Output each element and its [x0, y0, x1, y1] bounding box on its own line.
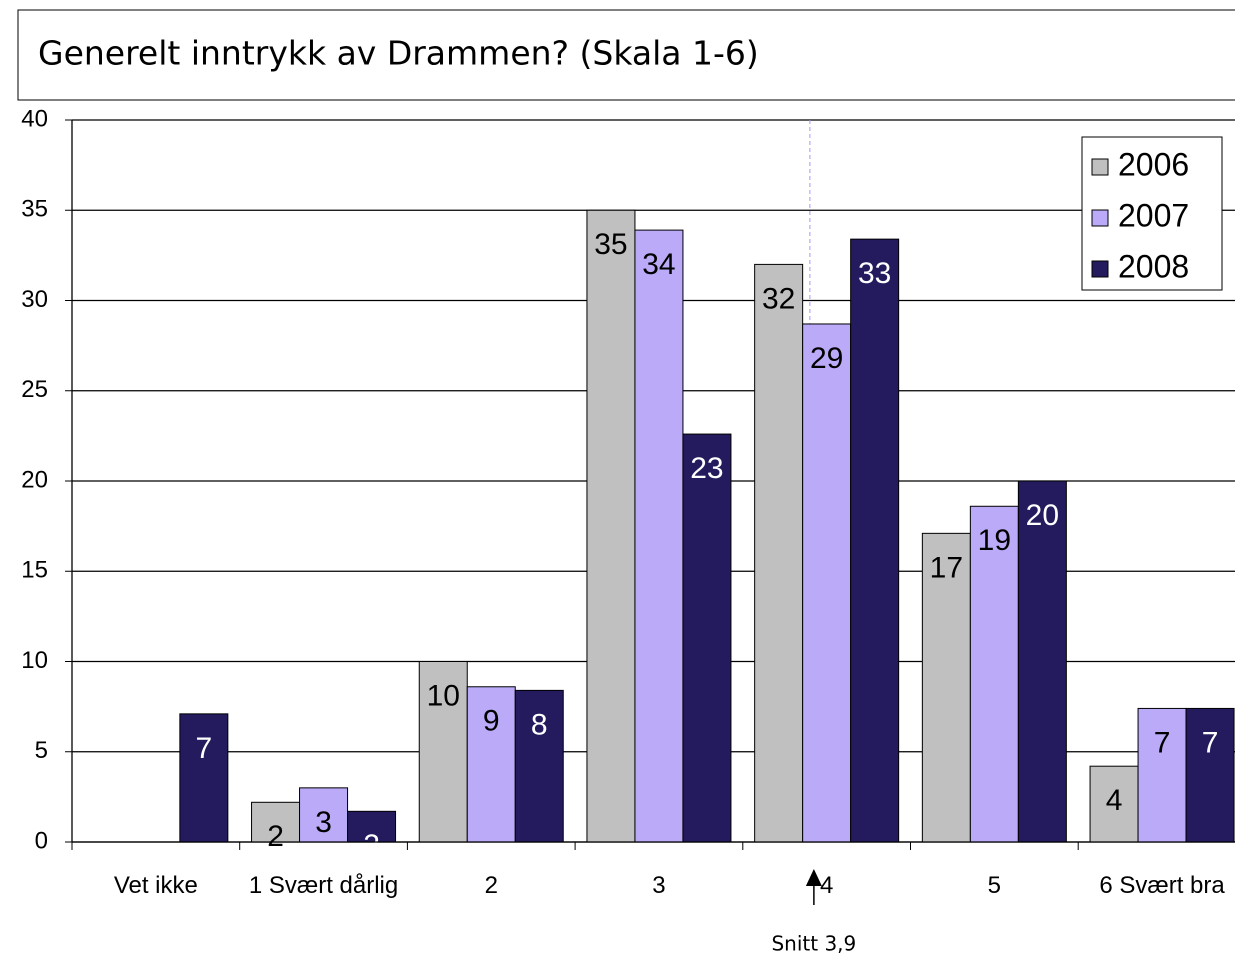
title-box — [17, 9, 1235, 101]
bar — [634, 229, 684, 843]
bar — [586, 209, 636, 843]
value-label: 4 — [1106, 784, 1123, 817]
y-tick-label: 20 — [21, 466, 48, 493]
value-label: 9 — [483, 705, 500, 738]
legend-swatch — [1091, 209, 1109, 227]
x-tick-label: 5 — [987, 872, 1002, 899]
legend-swatch — [1091, 158, 1109, 176]
y-tick-label: 35 — [21, 196, 48, 223]
y-tick-label: 10 — [21, 647, 48, 674]
bar — [466, 686, 516, 843]
y-tick-label: 0 — [35, 827, 48, 854]
x-tick-label: 3 — [652, 872, 666, 899]
bar — [514, 689, 564, 843]
annotation-label: Snitt 3,9 — [771, 932, 856, 956]
bar — [1089, 765, 1139, 843]
y-tick-label: 5 — [35, 737, 48, 764]
value-label: 2 — [363, 829, 380, 862]
value-label: 35 — [594, 228, 627, 261]
bar — [802, 323, 852, 843]
value-label: 23 — [690, 452, 723, 485]
bar — [251, 801, 301, 843]
bar — [850, 238, 900, 843]
value-label: 7 — [1154, 726, 1171, 759]
y-tick-label: 25 — [21, 376, 48, 403]
bar — [921, 532, 971, 843]
value-label: 17 — [930, 551, 963, 584]
x-tick-label: 6 Svært bra — [1099, 872, 1225, 899]
y-tick-label: 30 — [21, 286, 48, 313]
x-tick-label: Vet ikke — [113, 872, 198, 899]
chart-title: Generelt inntrykk av Drammen? (Skala 1-6… — [38, 34, 759, 73]
bar — [1137, 707, 1187, 843]
value-label: 29 — [810, 342, 843, 375]
bar — [179, 713, 229, 843]
x-tick-label: 1 Svært dårlig — [248, 872, 399, 899]
x-tick-label: 4 — [819, 872, 834, 899]
x-tick-label: 2 — [484, 872, 498, 899]
legend-label: 2006 — [1118, 146, 1189, 182]
y-tick-label: 40 — [21, 105, 48, 132]
value-label: 10 — [427, 679, 460, 712]
value-label: 20 — [1026, 499, 1059, 532]
y-tick-label: 15 — [21, 557, 48, 584]
bar — [682, 433, 732, 843]
value-label: 8 — [531, 708, 548, 741]
bar — [969, 505, 1019, 843]
value-label: 32 — [762, 282, 795, 315]
bar — [754, 263, 804, 843]
value-label: 33 — [858, 257, 891, 290]
bar — [1185, 707, 1235, 843]
value-label: 3 — [315, 806, 332, 839]
legend-swatch — [1091, 260, 1109, 278]
legend-label: 2008 — [1118, 248, 1189, 284]
value-label: 2 — [267, 820, 284, 853]
value-label: 19 — [978, 524, 1011, 557]
legend-label: 2007 — [1118, 197, 1189, 233]
bar — [418, 661, 468, 843]
value-label: 34 — [642, 248, 675, 281]
value-label: 7 — [196, 732, 213, 765]
value-label: 7 — [1202, 726, 1219, 759]
mean-arrowhead — [805, 869, 822, 886]
bar — [1017, 480, 1067, 843]
